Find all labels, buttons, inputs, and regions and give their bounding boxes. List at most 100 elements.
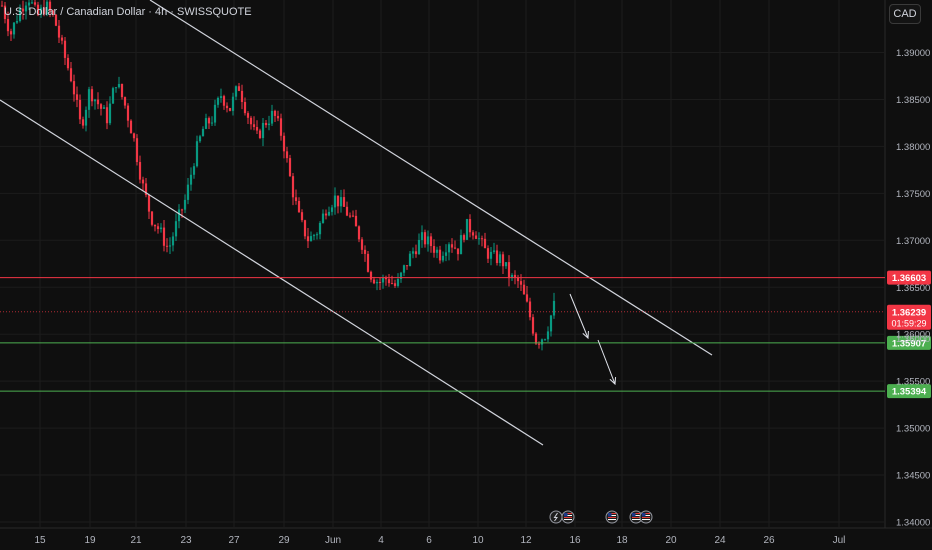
x-tick-label: Jun [325, 535, 341, 546]
candle-body [483, 238, 487, 249]
x-tick-label: 4 [378, 535, 384, 546]
candle-body [24, 5, 28, 12]
candle-body [363, 249, 367, 254]
candle-body [33, 2, 37, 5]
y-tick-label: 1.38000 [896, 142, 930, 153]
candle-body [201, 128, 205, 137]
candle-body [264, 122, 268, 126]
extra-price-label: 1.36000 [896, 334, 930, 345]
candle-body [27, 2, 31, 6]
candle-body [342, 197, 346, 207]
flag-stripe [632, 519, 640, 520]
candle-body [318, 222, 322, 235]
candle-body [213, 104, 217, 123]
candle-body [438, 249, 442, 261]
candle-body [138, 162, 142, 180]
candle-body [369, 271, 373, 280]
candle-body [123, 97, 127, 106]
candle-body [459, 235, 463, 255]
countdown-label: 01:59:29 [891, 318, 926, 328]
us-flag-icon [561, 510, 575, 524]
candle-body [39, 7, 43, 15]
flag-stripe [632, 513, 640, 514]
candle-body [420, 232, 424, 240]
x-tick-label: 21 [130, 535, 142, 546]
flag-stripe [642, 515, 650, 516]
candle-body [531, 317, 535, 334]
candle-body [405, 265, 409, 267]
candle-body [552, 300, 556, 316]
y-tick-label: 1.34500 [896, 471, 930, 482]
candle-body [78, 99, 82, 120]
chart-title: U.S. Dollar / Canadian Dollar · 4h · SWI… [4, 6, 252, 18]
event-icons [549, 510, 653, 524]
candle-body [339, 197, 343, 207]
candle-body [444, 252, 448, 256]
arrow-head [582, 330, 589, 340]
candle-body [261, 122, 265, 138]
candle-body [399, 272, 403, 280]
candle-body [9, 31, 13, 35]
candle-body [462, 235, 466, 240]
candle-body [255, 127, 259, 131]
candle-body [417, 239, 421, 255]
candle-body [54, 14, 58, 26]
candle-body [231, 96, 235, 111]
candle-body [240, 90, 244, 102]
candle-body [513, 274, 517, 278]
candle-body [120, 83, 124, 98]
candle-body [471, 232, 475, 236]
candle-body [165, 245, 169, 247]
y-tick-label: 1.34000 [896, 518, 930, 529]
currency-button[interactable]: CAD [889, 4, 921, 24]
y-tick-label: 1.35000 [896, 424, 930, 435]
candle-body [69, 68, 73, 82]
candle-body [150, 211, 154, 225]
flag-stripe [608, 517, 616, 518]
y-tick-label: 1.35500 [896, 377, 930, 388]
flag-stripe [632, 515, 640, 516]
candle-body [546, 331, 550, 340]
candle-body [291, 176, 295, 198]
candle-body [393, 283, 397, 286]
candle-body [336, 195, 340, 207]
candle-body [117, 83, 121, 88]
candle-body [390, 283, 394, 285]
candle-body [375, 281, 379, 284]
candle-body [12, 22, 16, 35]
candle-body [411, 251, 415, 254]
x-tick-label: 23 [180, 535, 192, 546]
candle-body [327, 211, 331, 216]
candle-body [225, 105, 229, 109]
candle-body [396, 279, 400, 286]
candle-body [84, 109, 88, 126]
candle-body [300, 212, 304, 221]
candle-body [159, 227, 163, 230]
candle-body [198, 136, 202, 142]
level-label-box [887, 384, 931, 399]
candle-body [192, 166, 196, 175]
candle-body [186, 184, 190, 200]
candle-body [381, 277, 385, 283]
candle-body [216, 97, 220, 105]
candle-body [237, 86, 241, 91]
candle-body [423, 232, 427, 245]
candle-body [324, 213, 328, 216]
y-tick-label: 1.37000 [896, 236, 930, 247]
time-axis: 15 19 21 23 27 29 Jun 4 6 10 12 16 18 20 24 26 Jul [34, 535, 845, 546]
candle-body [252, 124, 256, 128]
y-tick-label: 1.37500 [896, 189, 930, 200]
level-label-box [887, 335, 931, 350]
candle-body [105, 107, 109, 124]
candle-body [87, 89, 91, 110]
y-tick-label: 1.38500 [896, 95, 930, 106]
candles [0, 0, 556, 351]
candle-body [504, 262, 508, 267]
candle-body [330, 207, 334, 212]
candle-body [360, 239, 364, 250]
flag-canton [642, 513, 646, 517]
candle-body [234, 86, 238, 97]
candle-body [549, 315, 553, 332]
